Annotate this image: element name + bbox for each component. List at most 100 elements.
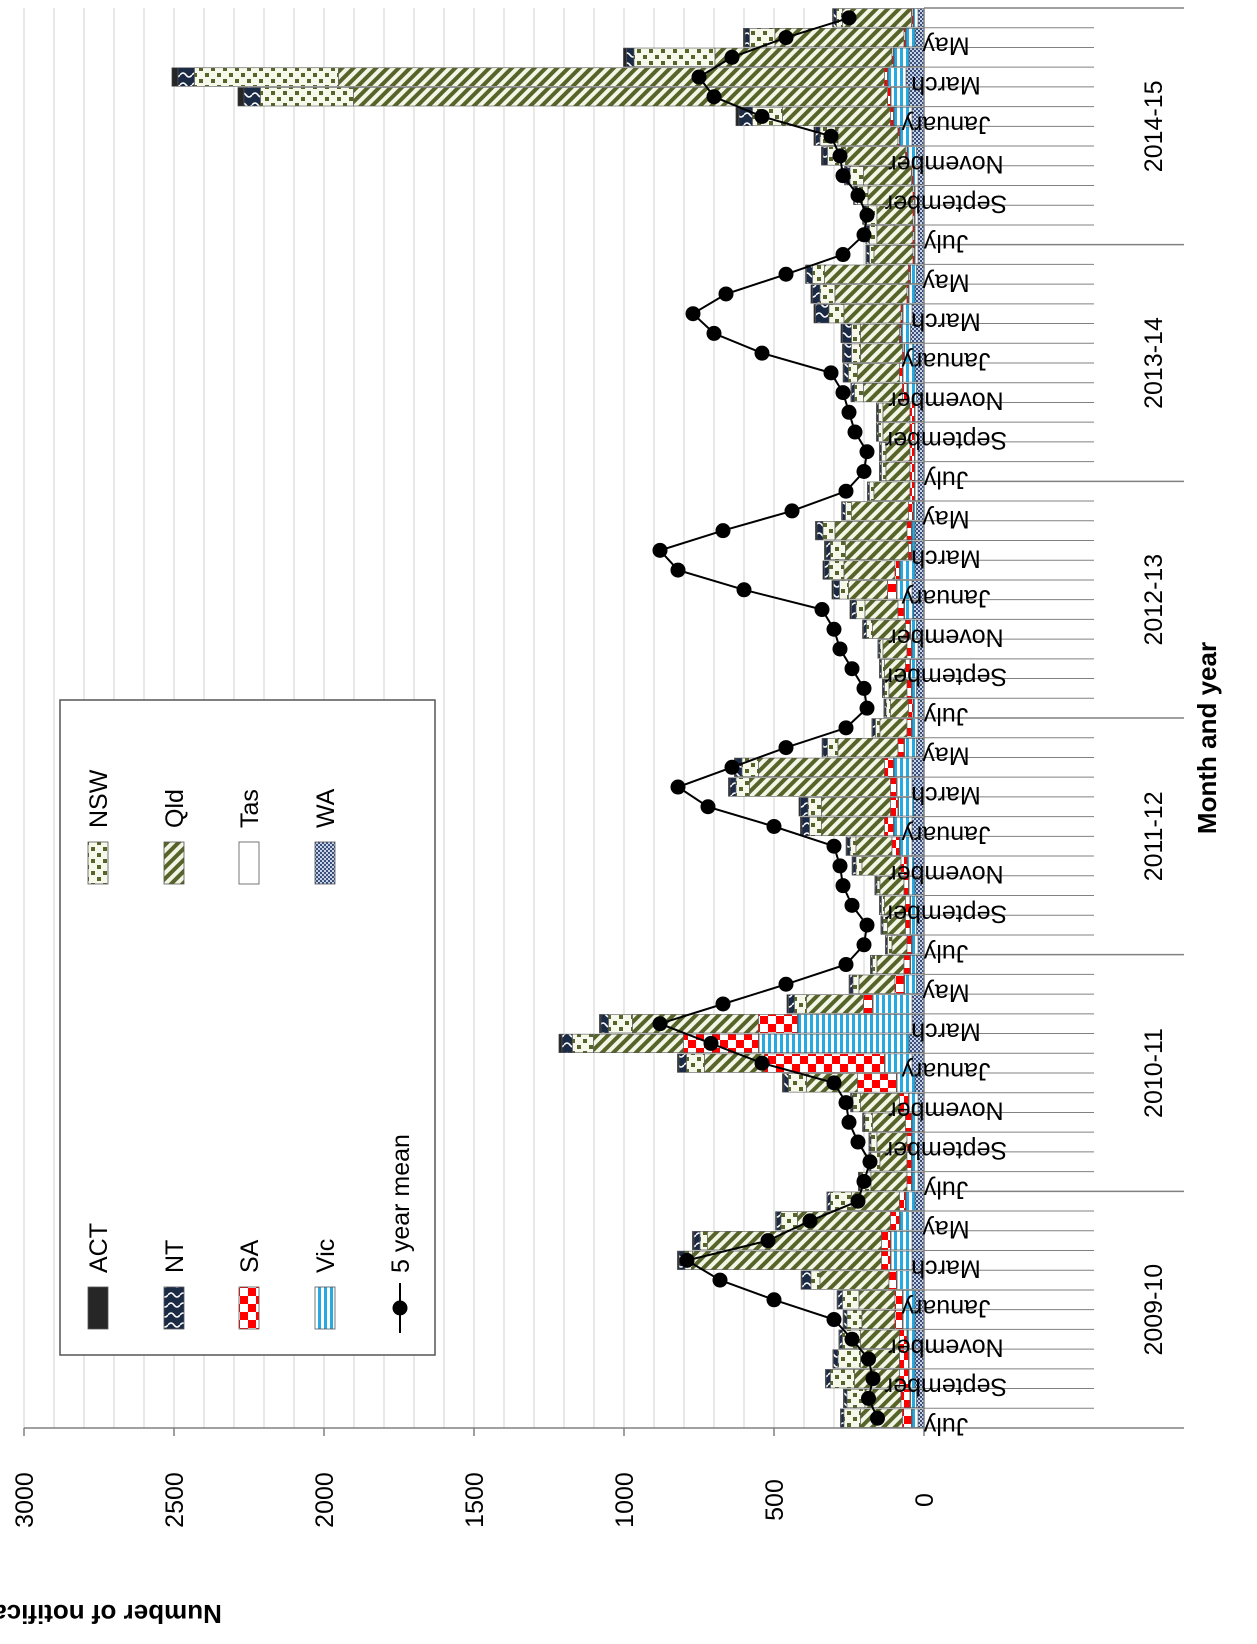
bar-segment-act bbox=[851, 856, 854, 876]
bar-segment-sa bbox=[887, 87, 891, 107]
bar-segment-nsw bbox=[819, 284, 836, 304]
mean-point bbox=[838, 957, 854, 973]
mean-point bbox=[850, 1134, 866, 1150]
mean-point bbox=[823, 365, 839, 381]
bar-segment-vic bbox=[914, 225, 919, 245]
month-label: January bbox=[901, 1057, 990, 1085]
bar-segment-nsw bbox=[885, 698, 891, 718]
bar-segment-nt bbox=[852, 856, 857, 876]
x-axis-title: Month and year bbox=[1192, 642, 1222, 834]
bar-segment-qld bbox=[834, 284, 908, 304]
bar-segment-act bbox=[735, 106, 740, 127]
bar-segment-qld bbox=[843, 560, 896, 580]
mean-point bbox=[850, 187, 866, 203]
bar-segment-qld bbox=[837, 126, 899, 146]
bar-segment-nsw bbox=[260, 87, 354, 107]
mean-point bbox=[778, 266, 794, 282]
bar-segment-nsw bbox=[849, 836, 857, 856]
bar-segment-vic bbox=[913, 8, 919, 28]
bar-segment-qld bbox=[692, 1250, 882, 1270]
bar-segment-nt bbox=[866, 244, 870, 265]
bar-segment-nt bbox=[837, 1290, 843, 1310]
bar-segment-nsw bbox=[876, 876, 881, 896]
legend-label-sa: SA bbox=[236, 1239, 264, 1273]
bar-segment-wa bbox=[917, 1171, 925, 1192]
bar-segment-sa bbox=[884, 816, 894, 837]
mean-point bbox=[652, 1016, 668, 1032]
bar-segment-sa bbox=[890, 106, 894, 127]
bar-segment-qld bbox=[819, 1270, 890, 1290]
bar-segment-nsw bbox=[864, 1112, 873, 1132]
bar-segment-nsw bbox=[875, 718, 881, 738]
bar-segment-act bbox=[836, 1290, 839, 1310]
mean-point bbox=[856, 680, 872, 696]
bar-segment-vic bbox=[887, 67, 907, 87]
bar-segment-wa bbox=[917, 225, 925, 245]
mean-point bbox=[706, 325, 722, 341]
bar-segment-nsw bbox=[851, 343, 861, 363]
bar-segment-qld bbox=[707, 1231, 882, 1251]
bar-segment-qld bbox=[879, 718, 908, 738]
bar-segment-vic bbox=[913, 698, 919, 718]
bar-segment-wa bbox=[917, 461, 925, 482]
bar-segment-nsw bbox=[699, 1231, 708, 1251]
bar-segment-nt bbox=[788, 994, 795, 1014]
bar-segment-sa bbox=[899, 1191, 906, 1211]
bar-segment-wa bbox=[911, 1211, 925, 1231]
bar-segment-qld bbox=[834, 521, 908, 541]
mean-point bbox=[766, 818, 782, 834]
bar-segment-nsw bbox=[849, 166, 864, 186]
mean-point bbox=[760, 1233, 776, 1249]
bar-segment-nsw bbox=[788, 1073, 807, 1093]
bar-segment-sa bbox=[891, 836, 900, 856]
bar-segment-vic bbox=[911, 1408, 919, 1428]
bar-segment-nsw bbox=[854, 383, 864, 403]
bar-segment-nsw bbox=[881, 659, 885, 679]
bar-segment-nsw bbox=[810, 1270, 821, 1290]
bar-segment-nt bbox=[801, 816, 810, 837]
mean-point bbox=[784, 503, 800, 519]
bar-segment-sa bbox=[894, 1309, 903, 1330]
legend-label-tas: Tas bbox=[236, 789, 264, 828]
bar-segment-qld bbox=[821, 816, 885, 837]
bar-segment-qld bbox=[870, 1171, 908, 1192]
bar-segment-vic bbox=[890, 1250, 913, 1270]
month-label: January bbox=[901, 110, 990, 138]
bar-segment-nsw bbox=[827, 738, 839, 758]
mean-point bbox=[802, 1213, 818, 1229]
bar-segment-act bbox=[883, 698, 885, 718]
mean-point bbox=[826, 838, 842, 854]
bar-segment-act bbox=[841, 501, 843, 521]
bar-segment-nt bbox=[744, 28, 750, 48]
bar-segment-nsw bbox=[839, 580, 849, 600]
bar-segment-nsw bbox=[846, 1309, 863, 1330]
month-label: July bbox=[923, 939, 968, 967]
mean-point bbox=[832, 148, 848, 164]
bar-segment-nsw bbox=[848, 363, 858, 383]
bar-segment-sa bbox=[884, 67, 888, 87]
bar-segment-wa bbox=[917, 8, 925, 28]
bar-segment-act bbox=[599, 1014, 602, 1034]
bar-segment-vic bbox=[914, 461, 919, 482]
mean-point bbox=[835, 878, 851, 894]
mean-point bbox=[679, 1252, 695, 1268]
bar-segment-sa bbox=[863, 994, 873, 1014]
bar-segment-act bbox=[677, 1053, 680, 1073]
year-label: 2014-15 bbox=[1140, 80, 1168, 172]
month-label: January bbox=[901, 584, 990, 612]
bar-segment-act bbox=[878, 659, 881, 679]
mean-point bbox=[859, 917, 875, 933]
month-label: July bbox=[923, 465, 968, 493]
bar-segment-vic bbox=[904, 974, 917, 994]
mean-point bbox=[754, 108, 770, 124]
bar-segment-nsw bbox=[608, 1014, 633, 1034]
legend-swatch-nsw bbox=[87, 841, 109, 885]
month-label: May bbox=[922, 742, 970, 770]
bar-segment-qld bbox=[824, 264, 909, 284]
bar-segment-nt bbox=[839, 1329, 843, 1349]
mean-point bbox=[670, 562, 686, 578]
month-label: November bbox=[888, 1097, 1003, 1125]
bar-segment-vic bbox=[890, 87, 910, 107]
bar-segment-nt bbox=[801, 1270, 812, 1290]
mean-point bbox=[844, 661, 860, 677]
